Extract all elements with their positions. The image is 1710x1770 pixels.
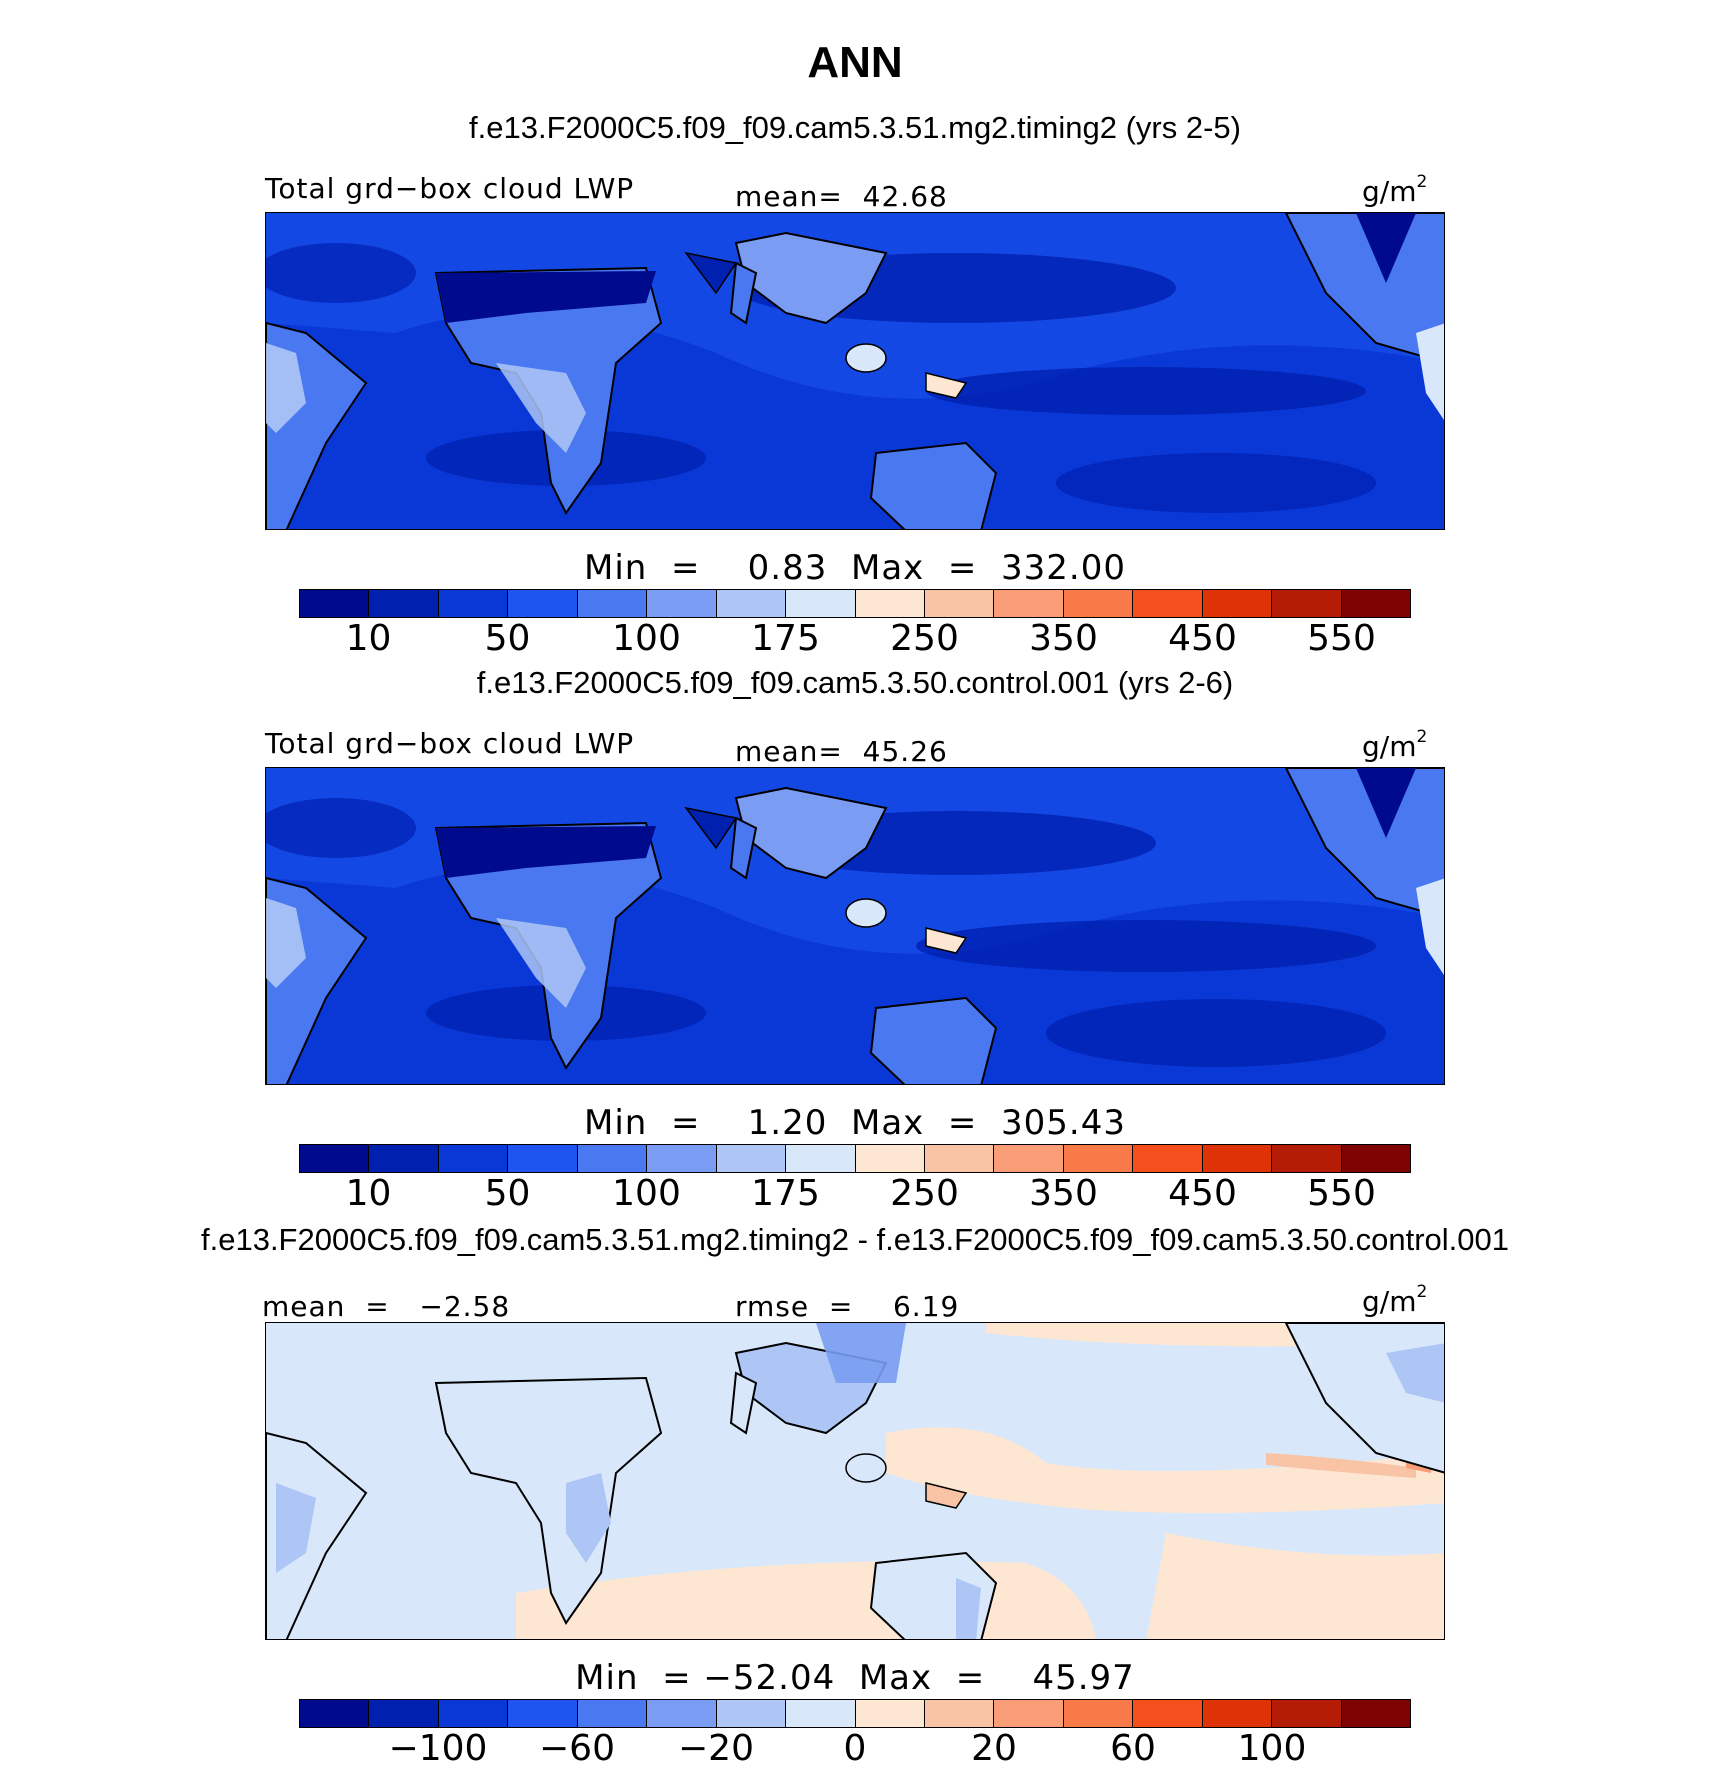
panel3-colorbar-ticks: −100 −60 −20 0 20 60 100 [0,1728,1710,1769]
colorbar-swatch [1202,590,1273,617]
panel2-colorbar-ticks: 10 50 100 175 250 350 450 550 [0,1173,1710,1214]
colorbar-swatch [1272,590,1342,617]
colorbar-swatch [786,1145,856,1172]
panel1-colorbar-ticks: 10 50 100 175 250 350 450 550 [0,618,1710,659]
colorbar-swatch [438,1700,509,1727]
colorbar-swatch [924,1700,995,1727]
colorbar-tick-label: 550 [1307,618,1376,659]
panel1-units: g/m2 [1362,172,1428,208]
panel1-colorbar [299,589,1411,618]
colorbar-tick-label: 100 [612,1173,681,1214]
colorbar-swatch [647,1700,717,1727]
colorbar-tick-label: 175 [751,618,820,659]
colorbar-swatch [924,590,995,617]
colorbar-tick-label: 450 [1168,1173,1237,1214]
panel2-case-title: f.e13.F2000C5.f09_f09.cam5.3.50.control.… [476,665,1234,700]
colorbar-tick-label: 350 [1029,618,1098,659]
panel1-minmax: Min = 0.83 Max = 332.00 [584,548,1126,588]
colorbar-swatch [1272,1145,1342,1172]
colorbar-swatch [577,590,648,617]
colorbar-swatch [1133,590,1203,617]
panel1-map [265,212,1445,530]
colorbar-swatch [994,590,1064,617]
colorbar-tick-label: 50 [484,1173,531,1214]
panel2-colorbar [299,1144,1411,1173]
colorbar-swatch [1202,1145,1273,1172]
colorbar-tick-label: 20 [971,1728,1017,1769]
colorbar-swatch [924,1145,995,1172]
colorbar-swatch [994,1700,1064,1727]
colorbar-tick-label: −100 [388,1728,488,1769]
panel3-map [265,1322,1445,1640]
colorbar-swatch [716,590,787,617]
colorbar-swatch [369,1145,439,1172]
colorbar-tick-label: 60 [1110,1728,1156,1769]
figure-title: ANN [807,38,903,87]
panel2-units: g/m2 [1362,727,1428,763]
colorbar-swatch [855,1145,925,1172]
colorbar-swatch [369,590,439,617]
colorbar-swatch [1133,1700,1203,1727]
colorbar-swatch [438,590,509,617]
colorbar-tick-label: −60 [539,1728,615,1769]
colorbar-swatch [508,590,578,617]
colorbar-swatch [786,1700,856,1727]
colorbar-tick-label: 50 [484,618,531,659]
panel2-variable-label: Total grd−box cloud LWP [265,727,635,760]
colorbar-swatch [300,1700,370,1727]
panel2-mean-label: mean= 45.26 [735,735,948,768]
colorbar-swatch [577,1145,648,1172]
panel2-minmax: Min = 1.20 Max = 305.43 [584,1103,1126,1143]
colorbar-tick-label: 10 [345,618,392,659]
colorbar-tick-label: 250 [890,618,959,659]
colorbar-swatch [855,590,925,617]
colorbar-tick-label: 100 [1237,1728,1307,1769]
panel1-mean-label: mean= 42.68 [735,180,948,213]
colorbar-swatch [716,1145,787,1172]
colorbar-swatch [577,1700,648,1727]
colorbar-swatch [438,1145,509,1172]
colorbar-tick-label: 550 [1307,1173,1376,1214]
colorbar-swatch [1272,1700,1342,1727]
colorbar-swatch [647,590,717,617]
panel3-case-title: f.e13.F2000C5.f09_f09.cam5.3.51.mg2.timi… [201,1222,1509,1257]
colorbar-swatch [1063,1145,1134,1172]
panel1-case-title: f.e13.F2000C5.f09_f09.cam5.3.51.mg2.timi… [469,110,1241,145]
colorbar-swatch [1341,590,1410,617]
colorbar-swatch [1063,590,1134,617]
panel2-map [265,767,1445,1085]
colorbar-tick-label: 0 [843,1728,867,1769]
colorbar-swatch [994,1145,1064,1172]
panel3-minmax: Min = −52.04 Max = 45.97 [575,1658,1135,1698]
colorbar-swatch [716,1700,787,1727]
panel1-variable-label: Total grd−box cloud LWP [265,172,635,205]
colorbar-tick-label: 100 [612,618,681,659]
colorbar-tick-label: −20 [678,1728,754,1769]
colorbar-swatch [1341,1145,1410,1172]
colorbar-swatch [1341,1700,1410,1727]
colorbar-tick-label: 175 [751,1173,820,1214]
panel3-rmse-label: rmse = 6.19 [735,1290,960,1323]
colorbar-swatch [369,1700,439,1727]
colorbar-swatch [855,1700,925,1727]
colorbar-swatch [1133,1145,1203,1172]
colorbar-swatch [508,1700,578,1727]
panel3-mean-label: mean = −2.58 [262,1290,511,1323]
panel3-units: g/m2 [1362,1282,1428,1318]
colorbar-swatch [1063,1700,1134,1727]
panel3-colorbar [299,1699,1411,1728]
colorbar-swatch [300,590,370,617]
colorbar-tick-label: 450 [1168,618,1237,659]
colorbar-swatch [300,1145,370,1172]
colorbar-swatch [508,1145,578,1172]
colorbar-swatch [647,1145,717,1172]
colorbar-tick-label: 10 [345,1173,392,1214]
colorbar-tick-label: 250 [890,1173,959,1214]
colorbar-swatch [1202,1700,1273,1727]
colorbar-tick-label: 350 [1029,1173,1098,1214]
colorbar-swatch [786,590,856,617]
